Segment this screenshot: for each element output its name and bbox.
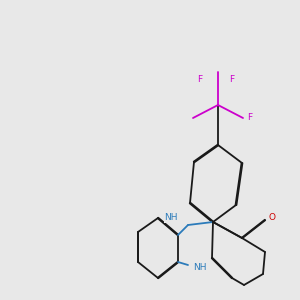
Text: NH: NH (193, 263, 206, 272)
Text: F: F (230, 76, 235, 85)
Text: NH: NH (164, 214, 178, 223)
Text: O: O (268, 214, 275, 223)
Text: F: F (197, 76, 202, 85)
Text: F: F (248, 113, 253, 122)
